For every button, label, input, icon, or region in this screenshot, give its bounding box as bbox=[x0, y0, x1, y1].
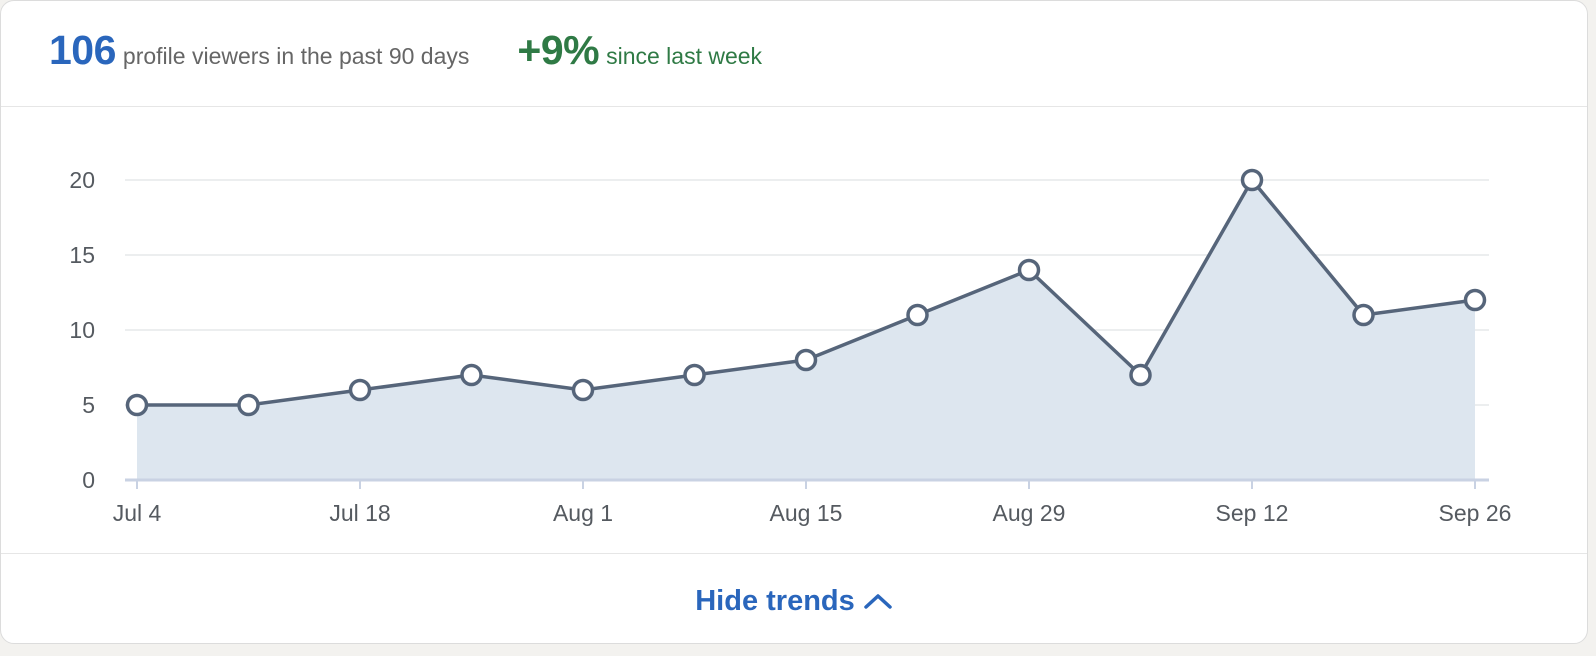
summary-bar: 106 profile viewers in the past 90 days … bbox=[1, 1, 1587, 107]
data-point[interactable] bbox=[794, 348, 818, 372]
data-point[interactable] bbox=[1352, 303, 1375, 327]
trend-chart: 0 5 10 15 20 Jul 4 Jul 18 Aug 1 Aug 15 Aug 29 Sep … bbox=[1, 107, 1587, 553]
change-value: +9% bbox=[517, 27, 600, 73]
y-tick-label: 15 bbox=[69, 242, 95, 268]
data-point[interactable] bbox=[906, 303, 929, 327]
hide-trends-label: Hide trends bbox=[695, 584, 855, 617]
area-fill bbox=[137, 180, 1475, 480]
y-tick-label: 20 bbox=[69, 167, 95, 193]
data-point[interactable] bbox=[460, 363, 483, 387]
data-point[interactable] bbox=[348, 378, 372, 402]
x-tick-label: Jul 4 bbox=[113, 500, 162, 526]
x-tick-label: Sep 12 bbox=[1216, 500, 1289, 526]
viewers-label: profile viewers in the past 90 days bbox=[122, 43, 470, 69]
x-tick-label: Aug 29 bbox=[993, 500, 1066, 526]
data-point[interactable] bbox=[125, 393, 149, 417]
trend-chart-svg: 0 5 10 15 20 Jul 4 Jul 18 Aug 1 Aug 15 Aug 29 Sep … bbox=[69, 167, 1512, 526]
viewers-stat[interactable]: 106 profile viewers in the past 90 days bbox=[49, 27, 469, 74]
data-point[interactable] bbox=[1463, 288, 1487, 312]
y-tick-label: 10 bbox=[69, 317, 95, 343]
x-tick-label: Jul 18 bbox=[329, 500, 390, 526]
profile-viewers-card: 106 profile viewers in the past 90 days … bbox=[0, 0, 1588, 644]
y-tick-label: 5 bbox=[82, 392, 95, 418]
y-tick-label: 0 bbox=[82, 467, 95, 493]
change-label: since last week bbox=[606, 43, 763, 69]
x-tick-label: Aug 1 bbox=[553, 500, 613, 526]
chart-footer: Hide trends bbox=[1, 553, 1587, 643]
data-point[interactable] bbox=[571, 378, 595, 402]
change-stat: +9% since last week bbox=[517, 27, 762, 74]
hide-trends-button[interactable]: Hide trends bbox=[695, 585, 893, 618]
x-tick-label: Aug 15 bbox=[770, 500, 843, 526]
chevron-up-icon bbox=[864, 594, 892, 609]
data-point[interactable] bbox=[1129, 363, 1152, 387]
viewers-count: 106 bbox=[49, 27, 116, 73]
x-tick-label: Sep 26 bbox=[1439, 500, 1512, 526]
data-point[interactable] bbox=[237, 393, 260, 417]
data-point[interactable] bbox=[683, 363, 706, 387]
data-point[interactable] bbox=[1240, 168, 1264, 192]
data-point[interactable] bbox=[1017, 258, 1041, 282]
